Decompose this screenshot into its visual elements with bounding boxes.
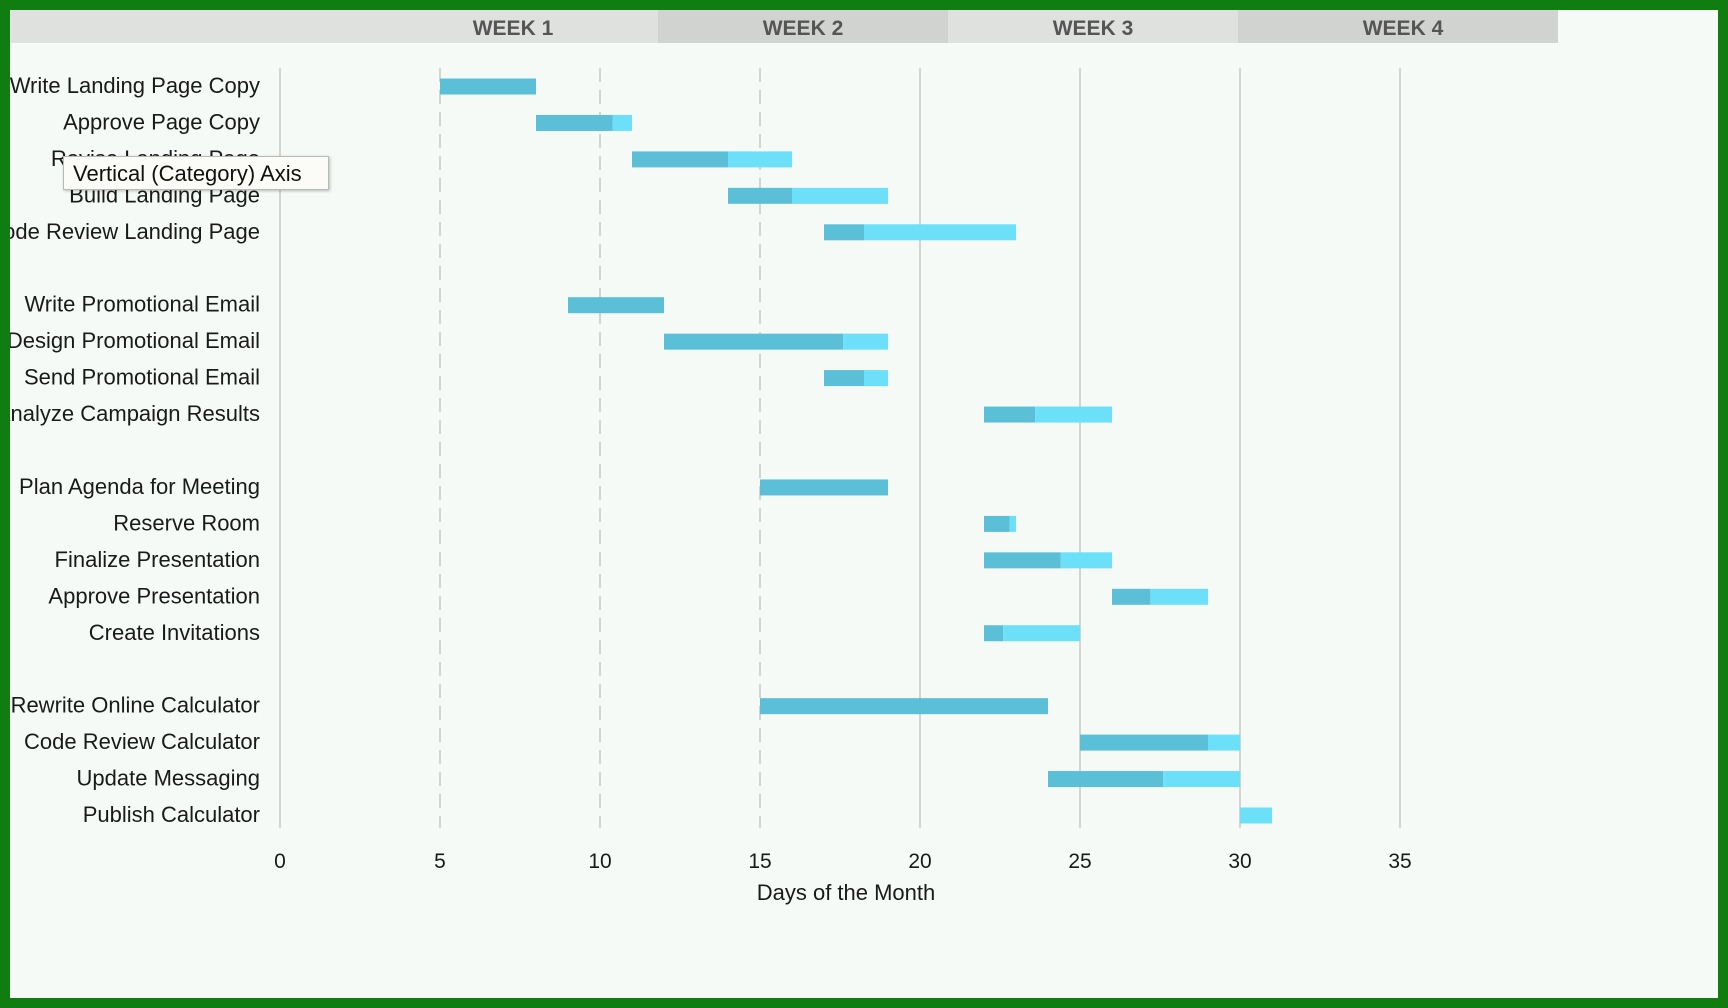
category-label: Reserve Room bbox=[113, 510, 260, 535]
bar-completed[interactable] bbox=[440, 78, 536, 95]
x-axis-title: Days of the Month bbox=[757, 880, 936, 905]
category-label: Approve Presentation bbox=[48, 583, 260, 608]
x-tick-label: 20 bbox=[908, 850, 931, 873]
bar-completed[interactable] bbox=[984, 406, 1036, 423]
bar-completed[interactable] bbox=[760, 479, 888, 496]
bar-completed[interactable] bbox=[1112, 588, 1151, 605]
bar-completed[interactable] bbox=[760, 698, 1048, 715]
category-label: Finalize Presentation bbox=[55, 547, 260, 572]
category-label: Approve Page Copy bbox=[63, 109, 260, 134]
category-label: Write Promotional Email bbox=[24, 292, 260, 317]
bar-remaining[interactable] bbox=[843, 333, 888, 350]
value-axis[interactable]: 0 5 10 15 20 25 30 35 bbox=[274, 850, 1412, 873]
category-label: Design Promotional Email bbox=[10, 328, 260, 353]
week-band-2 bbox=[658, 10, 948, 43]
bar-completed[interactable] bbox=[984, 625, 1004, 642]
bar-remaining[interactable] bbox=[728, 151, 792, 168]
bar-remaining[interactable] bbox=[1035, 406, 1112, 423]
bar-remaining[interactable] bbox=[1060, 552, 1112, 569]
bar-completed[interactable] bbox=[824, 224, 864, 241]
chart-frame: WEEK 1 WEEK 2 WEEK 3 WEEK 4 Write Landing P… bbox=[10, 10, 1718, 998]
bar-completed[interactable] bbox=[568, 297, 664, 314]
week-header: WEEK 1 WEEK 2 WEEK 3 WEEK 4 bbox=[10, 10, 1558, 43]
x-tick-label: 10 bbox=[588, 850, 611, 873]
category-label: Create Invitations bbox=[89, 620, 260, 645]
bar-remaining[interactable] bbox=[1150, 588, 1208, 605]
bar-remaining[interactable] bbox=[864, 224, 1016, 241]
bar-remaining[interactable] bbox=[1240, 807, 1272, 824]
axis-tooltip: Vertical (Category) Axis bbox=[63, 156, 329, 190]
bar-remaining[interactable] bbox=[864, 370, 888, 387]
bar-completed[interactable] bbox=[664, 333, 844, 350]
x-tick-label: 15 bbox=[748, 850, 771, 873]
category-label: Analyze Campaign Results bbox=[10, 401, 260, 426]
task-bars[interactable] bbox=[440, 78, 1272, 824]
category-label: Send Promotional Email bbox=[24, 365, 260, 390]
week-band-4 bbox=[1238, 10, 1558, 43]
bar-completed[interactable] bbox=[632, 151, 728, 168]
bar-completed[interactable] bbox=[728, 187, 792, 204]
bar-remaining[interactable] bbox=[1009, 515, 1016, 532]
category-label: Code Review Calculator bbox=[24, 729, 260, 754]
bar-completed[interactable] bbox=[1080, 734, 1208, 751]
week-band-3 bbox=[948, 10, 1238, 43]
bar-remaining[interactable] bbox=[1208, 734, 1240, 751]
bar-completed[interactable] bbox=[536, 114, 613, 131]
bar-completed[interactable] bbox=[984, 515, 1010, 532]
x-tick-label: 5 bbox=[434, 850, 446, 873]
week-label-3: WEEK 3 bbox=[1053, 17, 1134, 40]
category-label: Write Landing Page Copy bbox=[10, 73, 260, 98]
x-tick-label: 30 bbox=[1228, 850, 1251, 873]
x-tick-label: 35 bbox=[1388, 850, 1411, 873]
category-label: Rewrite Online Calculator bbox=[11, 693, 260, 718]
x-tick-label: 0 bbox=[274, 850, 286, 873]
category-label: Publish Calculator bbox=[83, 802, 260, 827]
week-label-4: WEEK 4 bbox=[1363, 17, 1444, 40]
bar-completed[interactable] bbox=[824, 370, 864, 387]
bar-remaining[interactable] bbox=[612, 114, 632, 131]
gantt-chart[interactable]: WEEK 1 WEEK 2 WEEK 3 WEEK 4 Write Landing P… bbox=[10, 10, 1718, 998]
category-label: Code Review Landing Page bbox=[10, 219, 260, 244]
category-label: Update Messaging bbox=[77, 766, 260, 791]
bar-remaining[interactable] bbox=[792, 187, 888, 204]
week-label-2: WEEK 2 bbox=[763, 17, 844, 40]
week-label-1: WEEK 1 bbox=[473, 17, 554, 40]
bar-remaining[interactable] bbox=[1163, 771, 1240, 788]
week-band-1 bbox=[10, 10, 658, 43]
bar-completed[interactable] bbox=[1048, 771, 1164, 788]
x-tick-label: 25 bbox=[1068, 850, 1091, 873]
bar-remaining[interactable] bbox=[1003, 625, 1080, 642]
bar-completed[interactable] bbox=[984, 552, 1061, 569]
category-label: Plan Agenda for Meeting bbox=[19, 474, 260, 499]
